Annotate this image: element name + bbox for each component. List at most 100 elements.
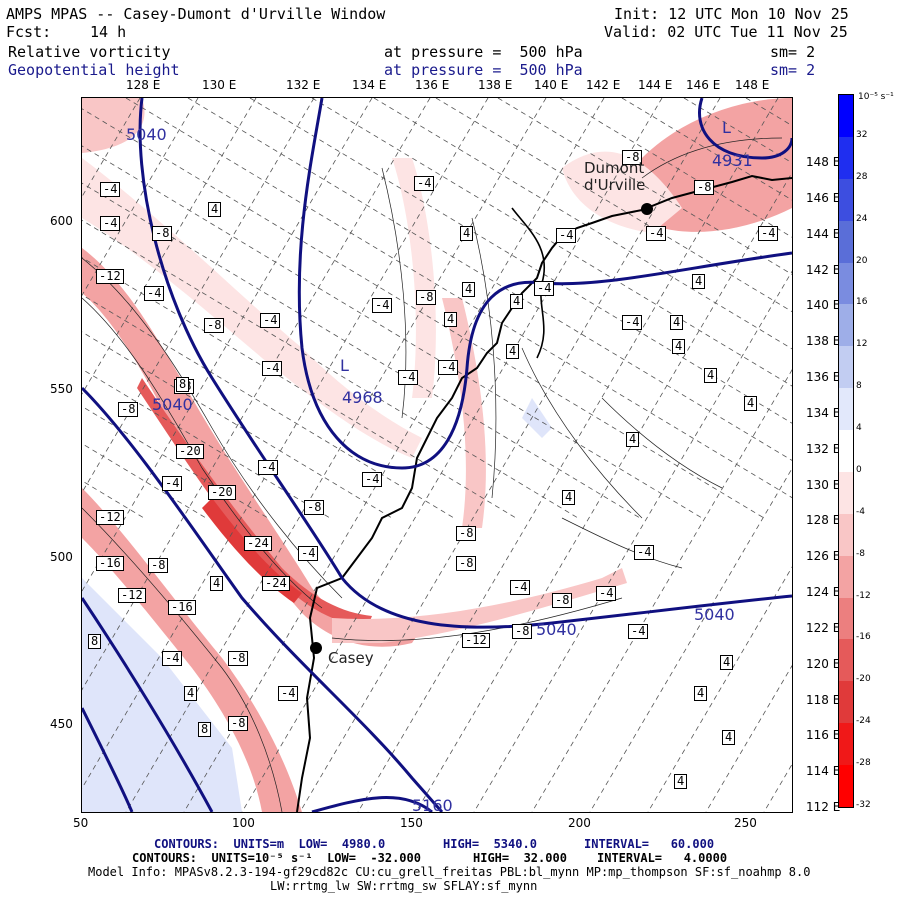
lat-lon-grid bbox=[82, 98, 792, 812]
latitude-line bbox=[559, 98, 792, 238]
latitude-line bbox=[311, 98, 792, 387]
colorbar-segment bbox=[839, 262, 853, 305]
colorbar-tick: 8 bbox=[856, 381, 862, 392]
vorticity-contour-label: 4 bbox=[694, 686, 708, 701]
vorticity-contour-label: -4 bbox=[372, 298, 393, 313]
vorticity-contour-label: -8 bbox=[694, 180, 715, 195]
negative-vorticity-mid-stripe bbox=[392, 158, 436, 398]
vorticity-contour-label: 4 bbox=[444, 312, 458, 327]
longitude-line bbox=[473, 270, 792, 812]
low-pressure-label: L bbox=[722, 118, 731, 137]
vorticity-contour-label: -4 bbox=[438, 360, 459, 375]
colorbar-tick: -24 bbox=[856, 716, 871, 727]
vorticity-contour-label: -4 bbox=[260, 313, 281, 328]
colorbar-tick: -20 bbox=[856, 674, 871, 685]
field-1-name: Relative vorticity bbox=[8, 43, 171, 61]
model-info: Model Info: MPASv8.2.3-194-gf29cd82c CU:… bbox=[88, 865, 811, 879]
colorbar-unit: 10⁻⁵ s⁻¹ bbox=[858, 92, 894, 102]
top-lon-label: 138 E bbox=[478, 78, 513, 92]
colorbar-tick: -8 bbox=[856, 548, 865, 559]
right-lon-label: 132 E bbox=[806, 441, 841, 456]
height-contours-info: CONTOURS: UNITS=m LOW= 4980.0 bbox=[154, 837, 386, 851]
vorticity-contour-label: -4 bbox=[298, 546, 319, 561]
vorticity-contour-label: -16 bbox=[96, 556, 124, 571]
vorticity-contour-label: 4 bbox=[722, 730, 736, 745]
colorbar-tick: 32 bbox=[856, 129, 868, 140]
longitude-line bbox=[415, 172, 792, 812]
vorticity-contour-label: 4 bbox=[670, 315, 684, 330]
colorbar-tick: 16 bbox=[856, 297, 868, 308]
longitude-line bbox=[82, 98, 315, 494]
vorticity-contour-label: 4 bbox=[460, 226, 474, 241]
colorbar-tick: 24 bbox=[856, 213, 868, 224]
latitude-line bbox=[497, 98, 792, 275]
model-info-2: LW:rrtmg_lw SW:rrtmg_sw SFLAY:sf_mynn bbox=[270, 879, 538, 893]
vorticity-contour-label: 4 bbox=[462, 282, 476, 297]
station-label: Dumont d'Urville bbox=[584, 159, 646, 194]
vorticity-contour-label: 8 bbox=[176, 377, 190, 392]
coastline bbox=[296, 174, 792, 812]
longitude-line bbox=[82, 98, 431, 691]
vorticity-contour-label: -8 bbox=[622, 150, 643, 165]
vorticity-contour-label: -8 bbox=[456, 526, 477, 541]
colorbar-segment bbox=[839, 597, 853, 640]
vorticity-contour-label: -4 bbox=[262, 361, 283, 376]
longitude-line bbox=[357, 98, 779, 812]
vorticity-contours-info: CONTOURS: UNITS=10⁻⁵ s⁻¹ LOW= -32.000 bbox=[132, 851, 421, 865]
height-contour-label: 4931 bbox=[712, 151, 753, 170]
right-lon-label: 148 E bbox=[806, 155, 841, 169]
latitude-line bbox=[187, 98, 792, 461]
vorticity-contour-label: 4 bbox=[506, 344, 520, 359]
station-label: Casey bbox=[328, 649, 374, 667]
latitude-line bbox=[125, 98, 792, 499]
top-lon-label: 136 E bbox=[415, 78, 450, 92]
field-2-sm: sm= 2 bbox=[770, 61, 816, 79]
vorticity-contours-interval: INTERVAL= 4.0000 bbox=[597, 851, 728, 865]
vorticity-contour-label: -4 bbox=[278, 686, 299, 701]
colorbar-tick: -4 bbox=[856, 506, 865, 517]
right-lon-label: 146 E bbox=[806, 190, 841, 205]
colorbar-tick: -12 bbox=[856, 590, 871, 601]
colorbar-segment bbox=[839, 95, 853, 138]
vorticity-contour-label: -4 bbox=[144, 286, 165, 301]
vorticity-contour-label: -12 bbox=[96, 510, 124, 525]
colorbar-segment bbox=[839, 765, 853, 808]
right-lon-label: 136 E bbox=[806, 370, 841, 384]
right-lon-label: 134 E bbox=[806, 405, 841, 420]
vorticity-contour-label: -12 bbox=[118, 588, 146, 603]
vorticity-contour-label: -8 bbox=[118, 402, 139, 417]
negative-vorticity-top-left bbox=[82, 98, 145, 153]
latitude-line bbox=[82, 294, 455, 519]
colorbar-tick: 12 bbox=[856, 339, 868, 350]
negative-vorticity-band-east bbox=[332, 568, 627, 643]
height-contour-label: 5040 bbox=[694, 605, 735, 624]
low-pressure-label: L bbox=[340, 356, 349, 375]
vorticity-contour-label: 4 bbox=[510, 294, 524, 309]
top-lon-label: 132 E bbox=[286, 78, 321, 92]
colorbar-segment bbox=[839, 555, 853, 599]
colorbar-segment bbox=[839, 430, 853, 473]
vorticity-contour-label: -20 bbox=[176, 444, 204, 459]
vorticity-contour-label: -4 bbox=[596, 586, 617, 601]
x-tick-label: 200 bbox=[568, 816, 591, 830]
vorticity-contour-label: -12 bbox=[462, 633, 490, 648]
latitude-line bbox=[373, 98, 792, 350]
right-lon-label: 116 E bbox=[806, 728, 841, 743]
station-marker-icon bbox=[310, 642, 322, 654]
x-tick-label: 150 bbox=[400, 816, 423, 830]
vorticity-contour-label: -4 bbox=[100, 216, 121, 231]
y-tick-label: 500 bbox=[50, 550, 73, 564]
vorticity-contour-label: -4 bbox=[758, 226, 779, 241]
positive-vorticity-region bbox=[82, 578, 242, 812]
vorticity-contour-label: -8 bbox=[416, 290, 437, 305]
vorticity-contour-label: -4 bbox=[162, 651, 183, 666]
vorticity-contour-label: 4 bbox=[692, 274, 706, 289]
vorticity-contour-label: -8 bbox=[456, 556, 477, 571]
fcst-value: 14 h bbox=[90, 23, 127, 41]
vorticity-contour-label: 8 bbox=[88, 634, 102, 649]
y-tick-label: 450 bbox=[50, 717, 73, 731]
vorticity-contour-label: -4 bbox=[100, 182, 121, 197]
vorticity-contour-label: -12 bbox=[96, 269, 124, 284]
negative-vorticity-band-main bbox=[82, 248, 422, 647]
height-contour-label: 5040 bbox=[126, 125, 167, 144]
